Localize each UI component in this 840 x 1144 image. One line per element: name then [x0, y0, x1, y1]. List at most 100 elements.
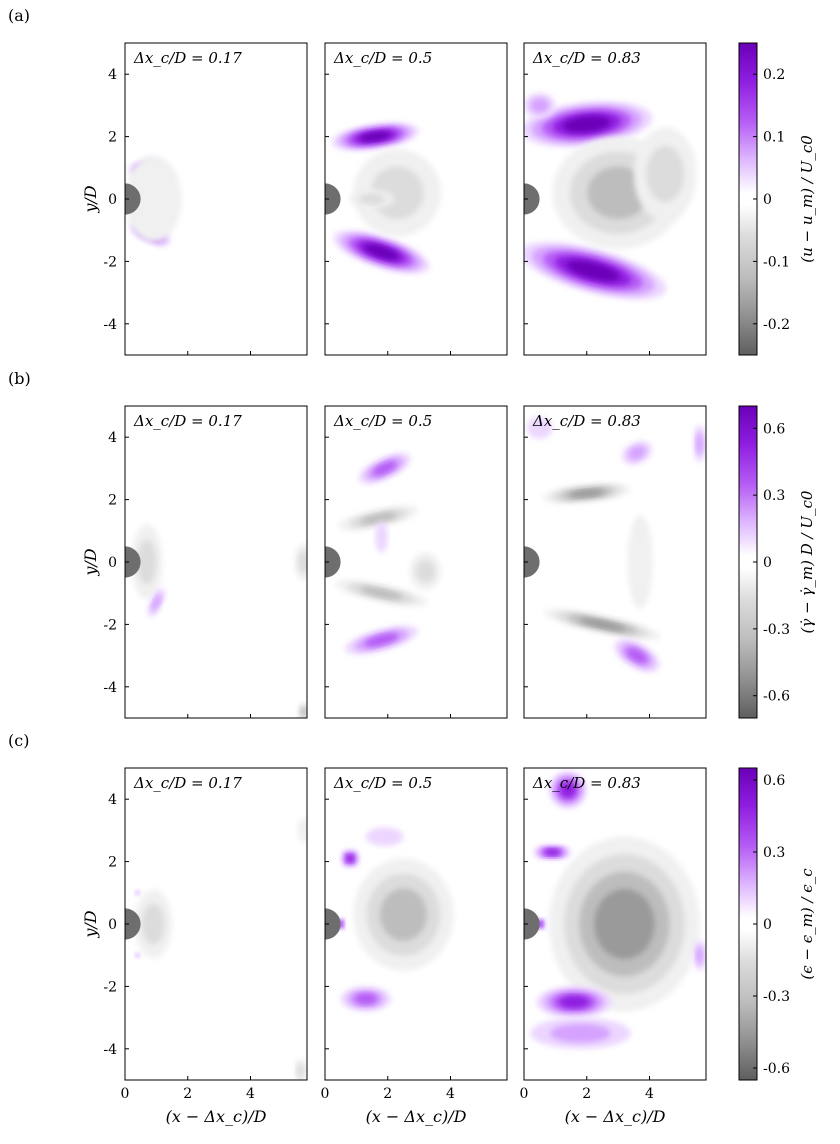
contour-blob — [569, 489, 605, 498]
colorbar: 0.2 0.1 0 -0.1 -0.2 (u − u_m) / U_c0 — [738, 42, 816, 356]
x-axis-label: (x − Δx_c)/D — [166, 1107, 267, 1126]
colorbar-tick-label: -0.1 — [763, 254, 790, 270]
contour-blob — [300, 707, 307, 717]
contour-blob — [579, 618, 626, 631]
contour-panel: Δx_c/D = 0.17 4 2 0 -2 -4 — [103, 42, 308, 356]
y-axis-label: y/D — [81, 548, 100, 576]
contour-blob — [695, 432, 704, 455]
panel-title: Δx_c/D = 0.83 — [532, 774, 641, 792]
contour-blob — [560, 782, 576, 798]
x-axis-label: (x − Δx_c)/D — [565, 1107, 666, 1126]
y-tick-label: 4 — [108, 67, 117, 83]
cylinder-marker — [325, 183, 341, 215]
contour-field — [325, 452, 442, 655]
y-tick-label: -4 — [103, 317, 117, 333]
contour-blob — [359, 131, 391, 142]
contour-blob — [359, 512, 397, 525]
contour-blob — [354, 993, 378, 1005]
panel-title: Δx_c/D = 0.17 — [133, 49, 242, 67]
x-tick-label: 4 — [645, 1086, 654, 1102]
contour-blob — [627, 515, 653, 609]
colorbar-label: (u − u_m) / U_c0 — [798, 135, 816, 263]
contour-panel: Δx_c/D = 0.5 0 2 4 (x − Δx_c)/D — [321, 767, 508, 1126]
y-tick-label: 2 — [108, 855, 117, 871]
contour-blob — [550, 1023, 611, 1043]
colorbar: 0.6 0.3 0 -0.3 -0.6 (ϵ − ϵ_m) / ϵ_c — [738, 767, 816, 1081]
contour-blob — [135, 953, 140, 958]
colorbar-label: (ϵ − ϵ_m) / ϵ_c — [798, 868, 816, 980]
y-tick-label: -2 — [103, 254, 117, 270]
y-tick-label: -4 — [103, 680, 117, 696]
panel-background — [524, 406, 706, 718]
contour-field — [524, 92, 697, 300]
colorbar: 0.6 0.3 0 -0.3 -0.6 (γ̇ − γ̇_m) D / U_c0 — [738, 405, 816, 719]
colorbar-tick-label: -0.6 — [763, 689, 790, 705]
contour-field — [125, 524, 307, 718]
y-tick-label: 4 — [108, 792, 117, 808]
contour-blob — [530, 97, 550, 113]
contour-blob — [346, 854, 354, 863]
contour-blob — [364, 244, 399, 260]
contour-blob — [298, 550, 307, 574]
figure-row: (a) Δx_c/D = 0.17 4 2 0 -2 -4 Δx_c/D = 0.5 Δx_c/… — [8, 6, 816, 356]
colorbar-tick-label: 0.3 — [763, 845, 785, 861]
contour-blob — [135, 890, 140, 895]
panel-title: Δx_c/D = 0.5 — [333, 49, 432, 67]
contour-field — [524, 416, 706, 673]
contour-panel: Δx_c/D = 0.5 — [324, 405, 508, 719]
colorbar-tick-label: 0.6 — [763, 773, 785, 789]
y-tick-label: 0 — [108, 555, 117, 571]
cylinder-marker — [524, 183, 540, 215]
contour-blob — [125, 155, 182, 243]
x-tick-label: 0 — [321, 1086, 330, 1102]
contour-field — [125, 817, 307, 1080]
x-axis-label: (x − Δx_c)/D — [366, 1107, 467, 1126]
contour-panel: Δx_c/D = 0.83 — [523, 405, 707, 719]
row-label: (a) — [8, 6, 30, 25]
y-tick-label: -4 — [103, 1042, 117, 1058]
contour-blob — [566, 260, 620, 282]
y-tick-label: 4 — [108, 430, 117, 446]
contour-blob — [627, 445, 646, 460]
colorbar-tick-label: -0.3 — [763, 989, 790, 1005]
cylinder-marker — [524, 546, 540, 578]
contour-blob — [359, 586, 403, 600]
contour-blob — [297, 817, 307, 843]
contour-panel: Δx_c/D = 0.83 0 2 4 (x − Δx_c)/D — [520, 767, 707, 1126]
contour-blob — [365, 827, 404, 846]
x-tick-label: 2 — [582, 1086, 591, 1102]
colorbar-tick-label: -0.3 — [763, 622, 790, 638]
contour-blob — [372, 461, 397, 476]
contour-panel: Δx_c/D = 0.5 — [324, 42, 508, 356]
cylinder-marker — [125, 908, 141, 940]
colorbar-tick-label: 0 — [763, 192, 772, 208]
contour-blob — [380, 888, 427, 941]
contour-blob — [559, 995, 590, 1009]
contour-field — [325, 122, 442, 274]
x-tick-label: 0 — [121, 1086, 130, 1102]
y-tick-label: 0 — [108, 917, 117, 933]
cylinder-marker — [125, 546, 141, 578]
y-tick-label: -2 — [103, 617, 117, 633]
row-label: (b) — [8, 369, 31, 388]
figure-row: (b) Δx_c/D = 0.17 4 2 0 -2 -4 Δx_c/D = 0.5 Δx_c/… — [8, 369, 816, 719]
y-axis-label: y/D — [81, 910, 100, 938]
contour-blob — [137, 539, 157, 585]
contour-blob — [141, 903, 165, 945]
y-axis-label: y/D — [81, 185, 100, 213]
contour-field — [125, 155, 182, 246]
contour-blob — [594, 889, 655, 959]
colorbar-tick-label: 0.2 — [763, 67, 785, 83]
y-tick-label: 2 — [108, 493, 117, 509]
cylinder-marker — [325, 908, 341, 940]
contour-blob — [563, 115, 611, 133]
contour-blob — [358, 193, 386, 205]
contour-blob — [695, 945, 704, 965]
colorbar-tick-label: 0 — [763, 555, 772, 571]
colorbar-tick-label: -0.6 — [763, 1061, 790, 1077]
contour-panel: Δx_c/D = 0.17 4 2 0 -2 -4 — [103, 405, 308, 719]
colorbar-tick-label: 0 — [763, 917, 772, 933]
panel-title: Δx_c/D = 0.83 — [532, 412, 641, 430]
cylinder-marker — [125, 183, 141, 215]
